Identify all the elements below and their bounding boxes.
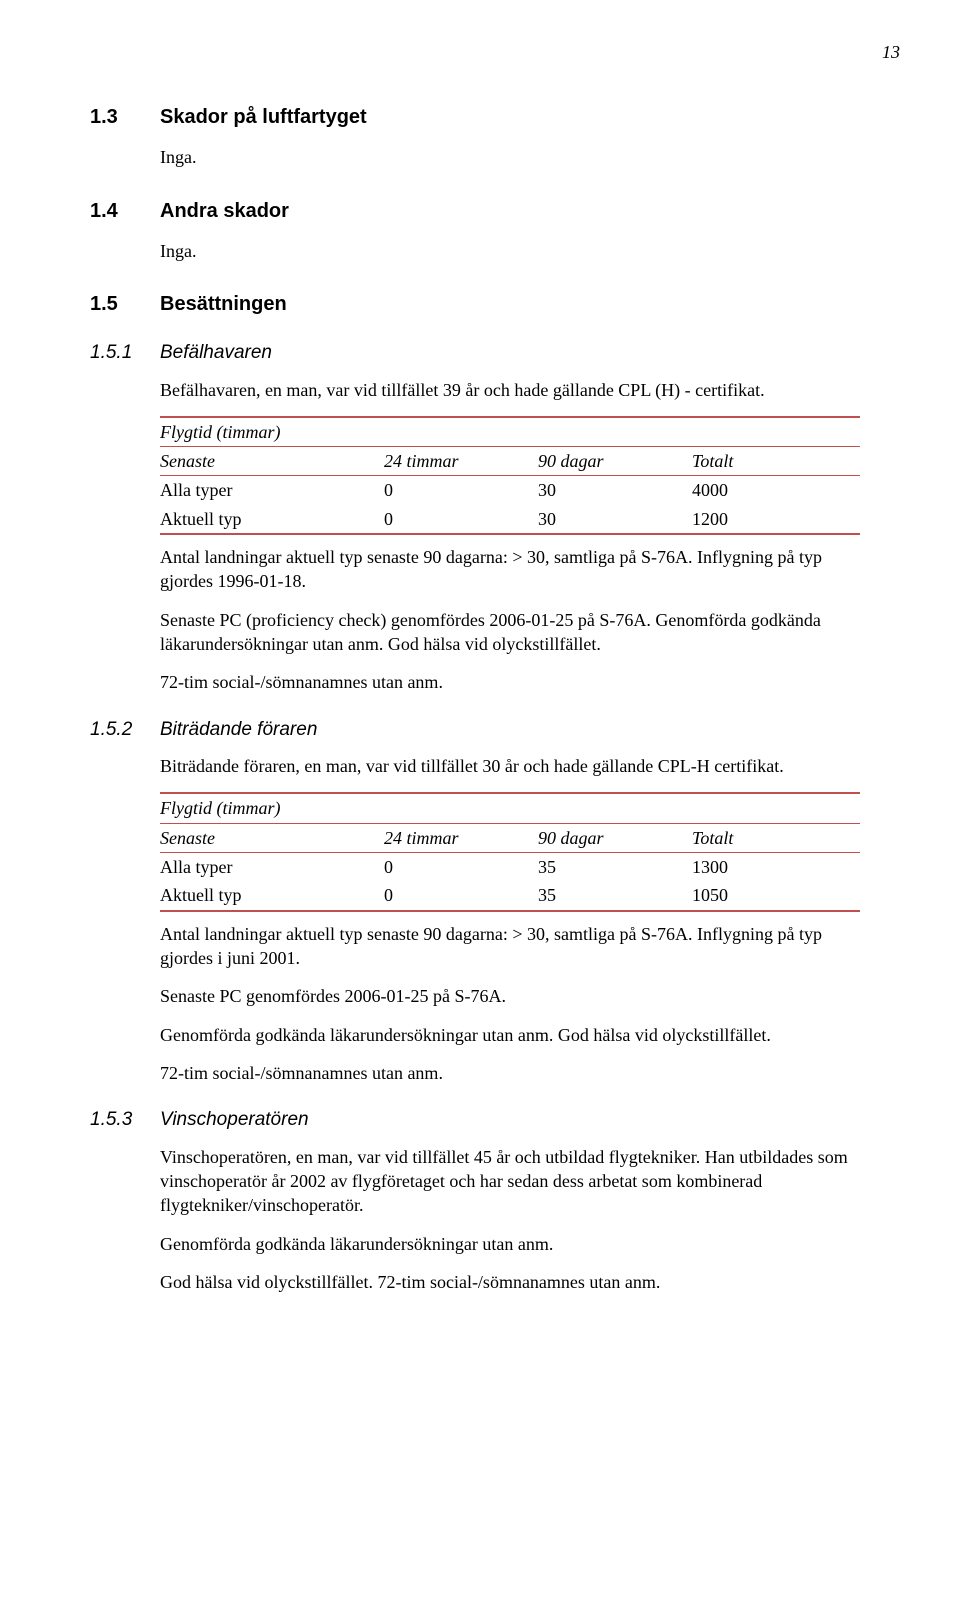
subsection-title-1-5-1: Befälhavaren xyxy=(160,340,272,366)
table-row: Alla typer 0 30 4000 xyxy=(160,476,860,505)
section-title-1-3: Skador på luftfartyget xyxy=(160,104,367,131)
subsection-num-1-5-2: 1.5.2 xyxy=(90,717,160,743)
after-para-151-2: 72-tim social-/sömnanamnes utan anm. xyxy=(160,670,860,694)
section-heading-1-5: 1.5 Besättningen xyxy=(90,291,860,318)
section-title-1-5: Besättningen xyxy=(160,291,287,318)
section-heading-1-4: 1.4 Andra skador xyxy=(90,198,860,225)
cell: 0 xyxy=(384,853,538,882)
after-para-151-0: Antal landningar aktuell typ senaste 90 … xyxy=(160,545,860,594)
subsection-title-1-5-3: Vinschoperatören xyxy=(160,1107,309,1133)
cell: 0 xyxy=(384,476,538,505)
col-90d: 90 dagar xyxy=(538,447,692,476)
cell: 0 xyxy=(384,505,538,534)
cell: 35 xyxy=(538,853,692,882)
col-24h: 24 timmar xyxy=(384,447,538,476)
col-24h: 24 timmar xyxy=(384,823,538,852)
col-senaste: Senaste xyxy=(160,823,384,852)
table-row: Aktuell typ 0 35 1050 xyxy=(160,881,860,910)
subsection-heading-1-5-3: 1.5.3 Vinschoperatören xyxy=(90,1107,860,1133)
section-heading-1-3: 1.3 Skador på luftfartyget xyxy=(90,104,860,131)
cell: 1200 xyxy=(692,505,860,534)
cell: Alla typer xyxy=(160,853,384,882)
col-totalt: Totalt xyxy=(692,823,860,852)
section-body-1-3: Inga. xyxy=(160,145,860,169)
cell: 4000 xyxy=(692,476,860,505)
intro-1-5-1: Befälhavaren, en man, var vid tillfället… xyxy=(160,378,860,402)
subsection-title-1-5-2: Biträdande föraren xyxy=(160,717,317,743)
subsection-heading-1-5-1: 1.5.1 Befälhavaren xyxy=(90,340,860,366)
cell: Aktuell typ xyxy=(160,881,384,910)
section-num-1-4: 1.4 xyxy=(90,198,160,225)
cell: 0 xyxy=(384,881,538,910)
table-title-152: Flygtid (timmar) xyxy=(160,793,860,823)
cell: 30 xyxy=(538,476,692,505)
para-153-2: God hälsa vid olyckstillfället. 72-tim s… xyxy=(160,1270,860,1294)
cell: 30 xyxy=(538,505,692,534)
table-title-151: Flygtid (timmar) xyxy=(160,417,860,447)
table-row: Alla typer 0 35 1300 xyxy=(160,853,860,882)
after-para-152-2: Genomförda godkända läkarundersökningar … xyxy=(160,1023,860,1047)
cell: 35 xyxy=(538,881,692,910)
col-senaste: Senaste xyxy=(160,447,384,476)
cell: Aktuell typ xyxy=(160,505,384,534)
table-header-row-151: Senaste 24 timmar 90 dagar Totalt xyxy=(160,447,860,476)
after-para-152-3: 72-tim social-/sömnanamnes utan anm. xyxy=(160,1061,860,1085)
col-90d: 90 dagar xyxy=(538,823,692,852)
subsection-heading-1-5-2: 1.5.2 Biträdande föraren xyxy=(90,717,860,743)
para-153-0: Vinschoperatören, en man, var vid tillfä… xyxy=(160,1145,860,1218)
cell: 1300 xyxy=(692,853,860,882)
subsection-num-1-5-3: 1.5.3 xyxy=(90,1107,160,1133)
intro-1-5-2: Biträdande föraren, en man, var vid till… xyxy=(160,754,860,778)
section-title-1-4: Andra skador xyxy=(160,198,289,225)
para-153-1: Genomförda godkända läkarundersökningar … xyxy=(160,1232,860,1256)
flight-time-table-151: Flygtid (timmar) Senaste 24 timmar 90 da… xyxy=(160,416,860,535)
flight-time-table-152: Flygtid (timmar) Senaste 24 timmar 90 da… xyxy=(160,792,860,911)
table-row: Aktuell typ 0 30 1200 xyxy=(160,505,860,534)
table-header-row-152: Senaste 24 timmar 90 dagar Totalt xyxy=(160,823,860,852)
section-body-1-4: Inga. xyxy=(160,239,860,263)
cell: 1050 xyxy=(692,881,860,910)
after-para-152-0: Antal landningar aktuell typ senaste 90 … xyxy=(160,922,860,971)
page-number: 13 xyxy=(160,40,900,64)
col-totalt: Totalt xyxy=(692,447,860,476)
after-para-151-1: Senaste PC (proficiency check) genomförd… xyxy=(160,608,860,657)
after-para-152-1: Senaste PC genomfördes 2006-01-25 på S-7… xyxy=(160,984,860,1008)
cell: Alla typer xyxy=(160,476,384,505)
section-num-1-5: 1.5 xyxy=(90,291,160,318)
subsection-num-1-5-1: 1.5.1 xyxy=(90,340,160,366)
section-num-1-3: 1.3 xyxy=(90,104,160,131)
